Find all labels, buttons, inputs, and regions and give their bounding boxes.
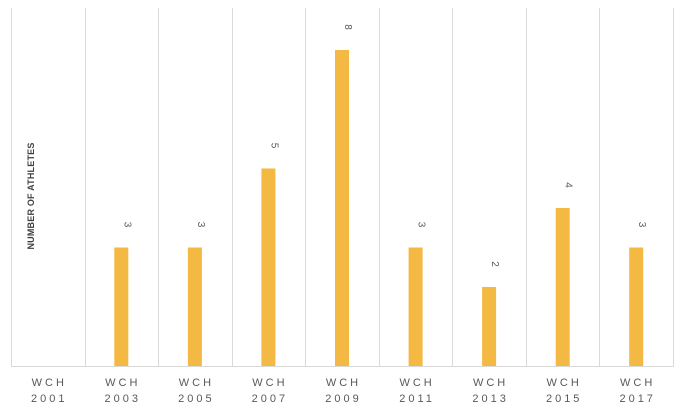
x-tick-label: WCH: [473, 377, 508, 389]
x-tick-label: 2015: [546, 393, 582, 405]
x-tick-labels: WCH 2001 WCH 2003 WCH 2005 WCH 2007 WCH 2009 WCH 20…: [31, 377, 655, 405]
bar: [114, 247, 129, 366]
data-label: 5: [268, 143, 279, 149]
x-tick-label: WCH: [399, 377, 434, 389]
x-tick-label: WCH: [620, 377, 655, 389]
bar: [335, 50, 349, 366]
y-axis-label: NUMBER OF ATHLETES: [26, 142, 36, 249]
bar: [408, 247, 423, 366]
bar: [555, 208, 570, 366]
x-tick-label: WCH: [252, 377, 287, 389]
x-tick-label: 2011: [399, 393, 435, 405]
x-tick-label: 2009: [325, 393, 361, 405]
x-tick-label: WCH: [32, 377, 67, 389]
x-tick-label: WCH: [547, 377, 582, 389]
x-tick-label: 2013: [472, 393, 508, 405]
bar: [187, 247, 202, 366]
x-tick-label: 2001: [31, 393, 67, 405]
data-label: 3: [195, 222, 206, 228]
bar: [261, 168, 276, 366]
data-label: 2: [489, 261, 500, 267]
data-label: 3: [416, 222, 427, 228]
data-label: 4: [563, 182, 574, 188]
data-label: 3: [121, 222, 132, 228]
data-label: 3: [636, 222, 647, 228]
bar: [482, 287, 497, 366]
bars: [114, 50, 644, 366]
data-labels: 3 3 5 8 3 2 4 3: [121, 24, 647, 267]
x-tick-label: WCH: [105, 377, 140, 389]
x-tick-label: WCH: [326, 377, 361, 389]
gridlines: [11, 8, 674, 367]
x-tick-label: 2003: [105, 393, 141, 405]
bar: [629, 247, 644, 366]
x-tick-label: 2017: [619, 393, 655, 405]
x-tick-label: WCH: [179, 377, 214, 389]
x-tick-label: 2005: [178, 393, 214, 405]
data-label: 8: [342, 24, 353, 30]
x-tick-label: 2007: [252, 393, 288, 405]
